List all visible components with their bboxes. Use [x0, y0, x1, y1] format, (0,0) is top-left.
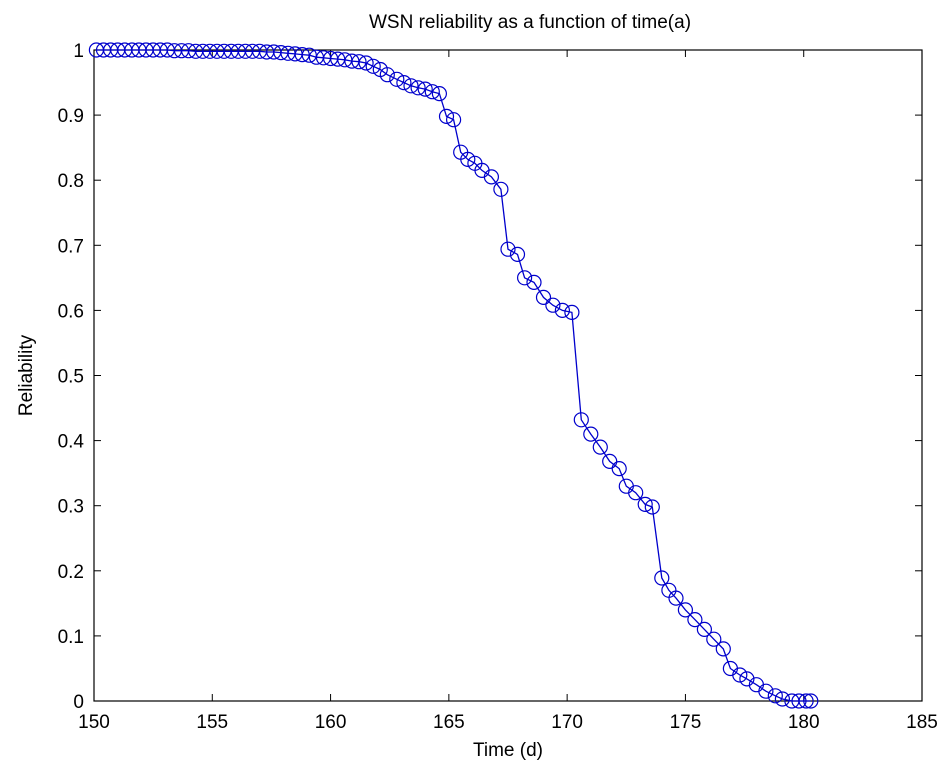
- data-point: [602, 453, 618, 469]
- data-point: [526, 274, 542, 290]
- x-tick-label: 185: [906, 712, 938, 733]
- y-tick-label: 0: [73, 692, 84, 713]
- x-tick-label: 150: [78, 712, 110, 733]
- y-tick-label: 1: [73, 41, 84, 62]
- data-point: [301, 47, 317, 63]
- data-point: [798, 693, 814, 709]
- data-point: [732, 667, 748, 683]
- y-tick-label: 0.8: [58, 171, 84, 192]
- data-point: [628, 485, 644, 501]
- data-point: [365, 58, 381, 74]
- data-point: [637, 496, 653, 512]
- data-point: [583, 426, 599, 442]
- data-point: [535, 289, 552, 305]
- data-point: [592, 439, 608, 455]
- data-point: [351, 54, 367, 70]
- data-point: [403, 78, 419, 94]
- data-point: [417, 81, 433, 97]
- data-point: [611, 461, 627, 477]
- chart-title: WSN reliability as a function of time(a): [369, 12, 691, 33]
- series-markers: [88, 42, 819, 709]
- axis-tick-labels: 150 155 160 165 170 175 180 185 0 0.1 0.2 0.3 0.4 0.5…: [58, 41, 938, 733]
- data-point: [715, 641, 731, 657]
- data-point: [438, 108, 455, 125]
- y-tick-label: 0.5: [58, 367, 84, 388]
- data-point: [431, 85, 447, 102]
- data-point: [767, 688, 783, 704]
- data-point: [564, 304, 580, 320]
- data-point: [758, 683, 774, 699]
- data-point: [460, 151, 476, 167]
- data-point: [706, 631, 722, 647]
- x-tick-label: 155: [196, 712, 228, 733]
- data-point: [803, 693, 819, 709]
- x-tick-label: 175: [670, 712, 702, 733]
- data-point: [509, 246, 526, 262]
- data-point: [791, 693, 807, 709]
- data-point: [410, 80, 426, 96]
- y-tick-label: 0.3: [58, 497, 84, 518]
- data-point: [389, 71, 405, 87]
- data-point: [774, 691, 791, 707]
- y-tick-label: 0.7: [58, 236, 84, 257]
- y-tick-label: 0.4: [58, 432, 85, 453]
- data-point: [483, 169, 499, 185]
- data-point: [424, 84, 440, 100]
- y-tick-label: 0.6: [58, 301, 84, 322]
- data-point: [573, 412, 589, 428]
- x-tick-label: 165: [433, 712, 465, 733]
- x-tick-label: 160: [315, 712, 347, 733]
- data-point: [396, 74, 412, 91]
- data-point: [379, 67, 395, 83]
- data-point: [446, 112, 462, 128]
- data-point: [644, 499, 660, 515]
- y-axis-label: Reliability: [16, 334, 37, 416]
- data-point: [696, 621, 713, 638]
- data-point: [500, 241, 516, 257]
- x-tick-label: 180: [788, 712, 820, 733]
- data-point: [677, 602, 694, 618]
- data-point: [493, 181, 509, 197]
- data-point: [545, 297, 561, 313]
- y-tick-label: 0.9: [58, 106, 84, 127]
- data-point: [739, 671, 755, 687]
- data-point: [358, 55, 374, 71]
- data-point: [687, 611, 703, 628]
- data-point: [294, 46, 310, 63]
- data-point: [554, 302, 571, 318]
- y-tick-label: 0.1: [58, 627, 84, 648]
- data-point: [668, 590, 684, 606]
- x-tick-label: 170: [551, 712, 583, 733]
- x-axis-label: Time (d): [473, 740, 543, 761]
- data-point: [654, 570, 670, 586]
- y-tick-label: 0.2: [58, 562, 84, 583]
- data-point: [516, 270, 533, 286]
